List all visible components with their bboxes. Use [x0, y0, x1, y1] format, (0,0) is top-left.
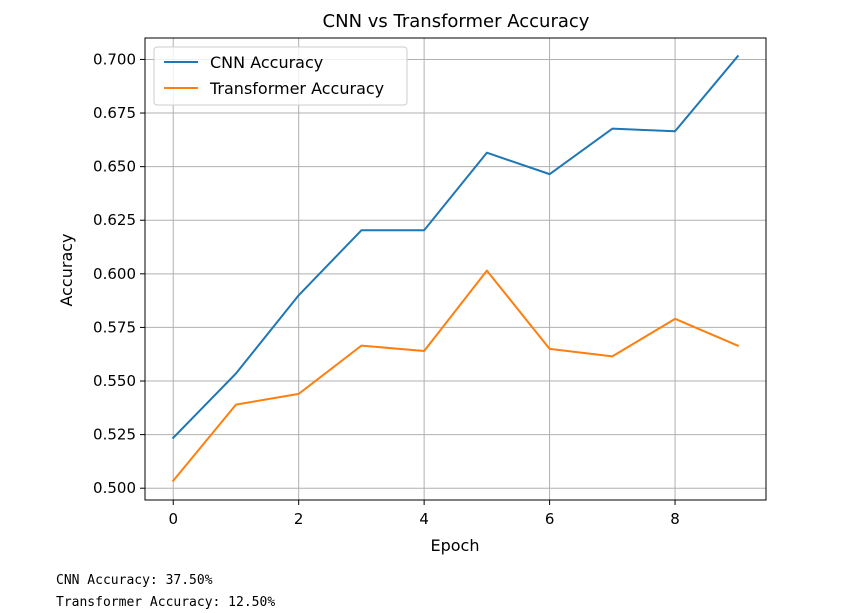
- x-tick-label: 4: [419, 510, 429, 528]
- y-tick-label: 0.600: [93, 265, 136, 283]
- y-tick-label: 0.700: [93, 50, 136, 68]
- y-tick-label: 0.550: [93, 372, 136, 390]
- series-line-transformer: [171, 269, 740, 483]
- cnn-accuracy-output: CNN Accuracy: 37.50%: [56, 573, 213, 588]
- x-axis-label: Epoch: [431, 536, 480, 555]
- legend-label-transformer: Transformer Accuracy: [209, 79, 384, 98]
- plot-area: [145, 38, 766, 500]
- y-axis-label: Accuracy: [57, 233, 76, 306]
- x-tick-label: 2: [294, 510, 304, 528]
- y-tick-label: 0.625: [93, 211, 136, 229]
- grid: [145, 38, 766, 500]
- y-axis-ticks: 0.500 0.525 0.550 0.575 0.600 0.625 0.650 0.675…: [93, 50, 145, 497]
- y-tick-label: 0.525: [93, 426, 136, 444]
- y-tick-label: 0.650: [93, 158, 136, 176]
- y-tick-label: 0.575: [93, 318, 136, 336]
- x-tick-label: 6: [545, 510, 555, 528]
- plot-frame: [144, 37, 767, 501]
- legend: CNN Accuracy Transformer Accuracy: [153, 46, 408, 106]
- transformer-accuracy-output: Transformer Accuracy: 12.50%: [56, 595, 276, 610]
- x-tick-label: 0: [168, 510, 178, 528]
- chart-title: CNN vs Transformer Accuracy: [323, 11, 590, 32]
- y-tick-label: 0.500: [93, 479, 136, 497]
- legend-label-cnn: CNN Accuracy: [210, 53, 323, 72]
- x-tick-label: 8: [670, 510, 680, 528]
- x-axis-ticks: 0 2 4 6 8: [168, 500, 680, 528]
- legend-box: [153, 46, 408, 106]
- series-lines: [171, 54, 740, 483]
- y-tick-label: 0.675: [93, 104, 136, 122]
- series-line-cnn: [171, 54, 740, 440]
